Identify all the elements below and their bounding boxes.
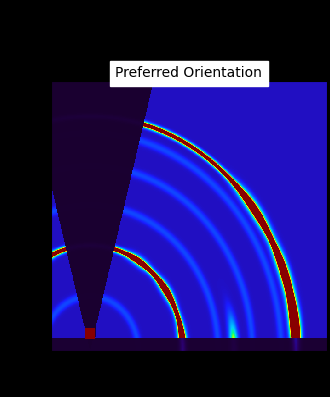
X-axis label: $q_r$ (Å$^{-1}$): $q_r$ (Å$^{-1}$): [162, 380, 216, 397]
Y-axis label: $q_z$ (Å$^{-1}$): $q_z$ (Å$^{-1}$): [7, 189, 28, 244]
Title: Preferred Orientation: Preferred Orientation: [115, 66, 262, 80]
